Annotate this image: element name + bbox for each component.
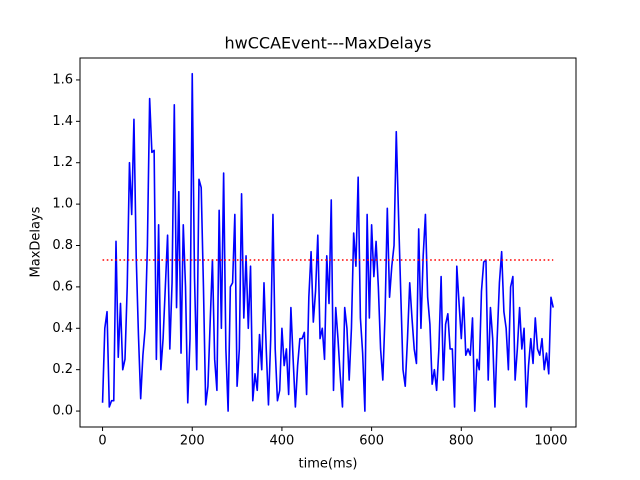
x-tick-label: 600 xyxy=(359,434,384,449)
y-tick-label: 0.2 xyxy=(52,362,73,377)
x-tick-label: 200 xyxy=(180,434,205,449)
chart-title: hwCCAEvent---MaxDelays xyxy=(225,34,432,53)
y-tick-label: 0.4 xyxy=(52,321,73,336)
x-tick-label: 0 xyxy=(98,434,106,449)
y-tick-label: 0.0 xyxy=(52,404,73,419)
y-tick-label: 0.6 xyxy=(52,279,73,294)
y-tick-label: 1.2 xyxy=(52,155,73,170)
y-tick-label: 0.8 xyxy=(52,238,73,253)
y-tick-label: 1.4 xyxy=(52,114,73,129)
y-tick-label: 1.0 xyxy=(52,197,73,212)
plot-frame xyxy=(79,57,577,428)
data-line xyxy=(101,72,555,412)
x-tick-label: 1000 xyxy=(534,434,567,449)
y-tick-label: 1.6 xyxy=(52,72,73,87)
y-axis-label: MaxDelays xyxy=(29,206,44,277)
x-tick-label: 800 xyxy=(449,434,474,449)
x-tick-label: 400 xyxy=(270,434,295,449)
x-axis-label: time(ms) xyxy=(299,457,358,472)
